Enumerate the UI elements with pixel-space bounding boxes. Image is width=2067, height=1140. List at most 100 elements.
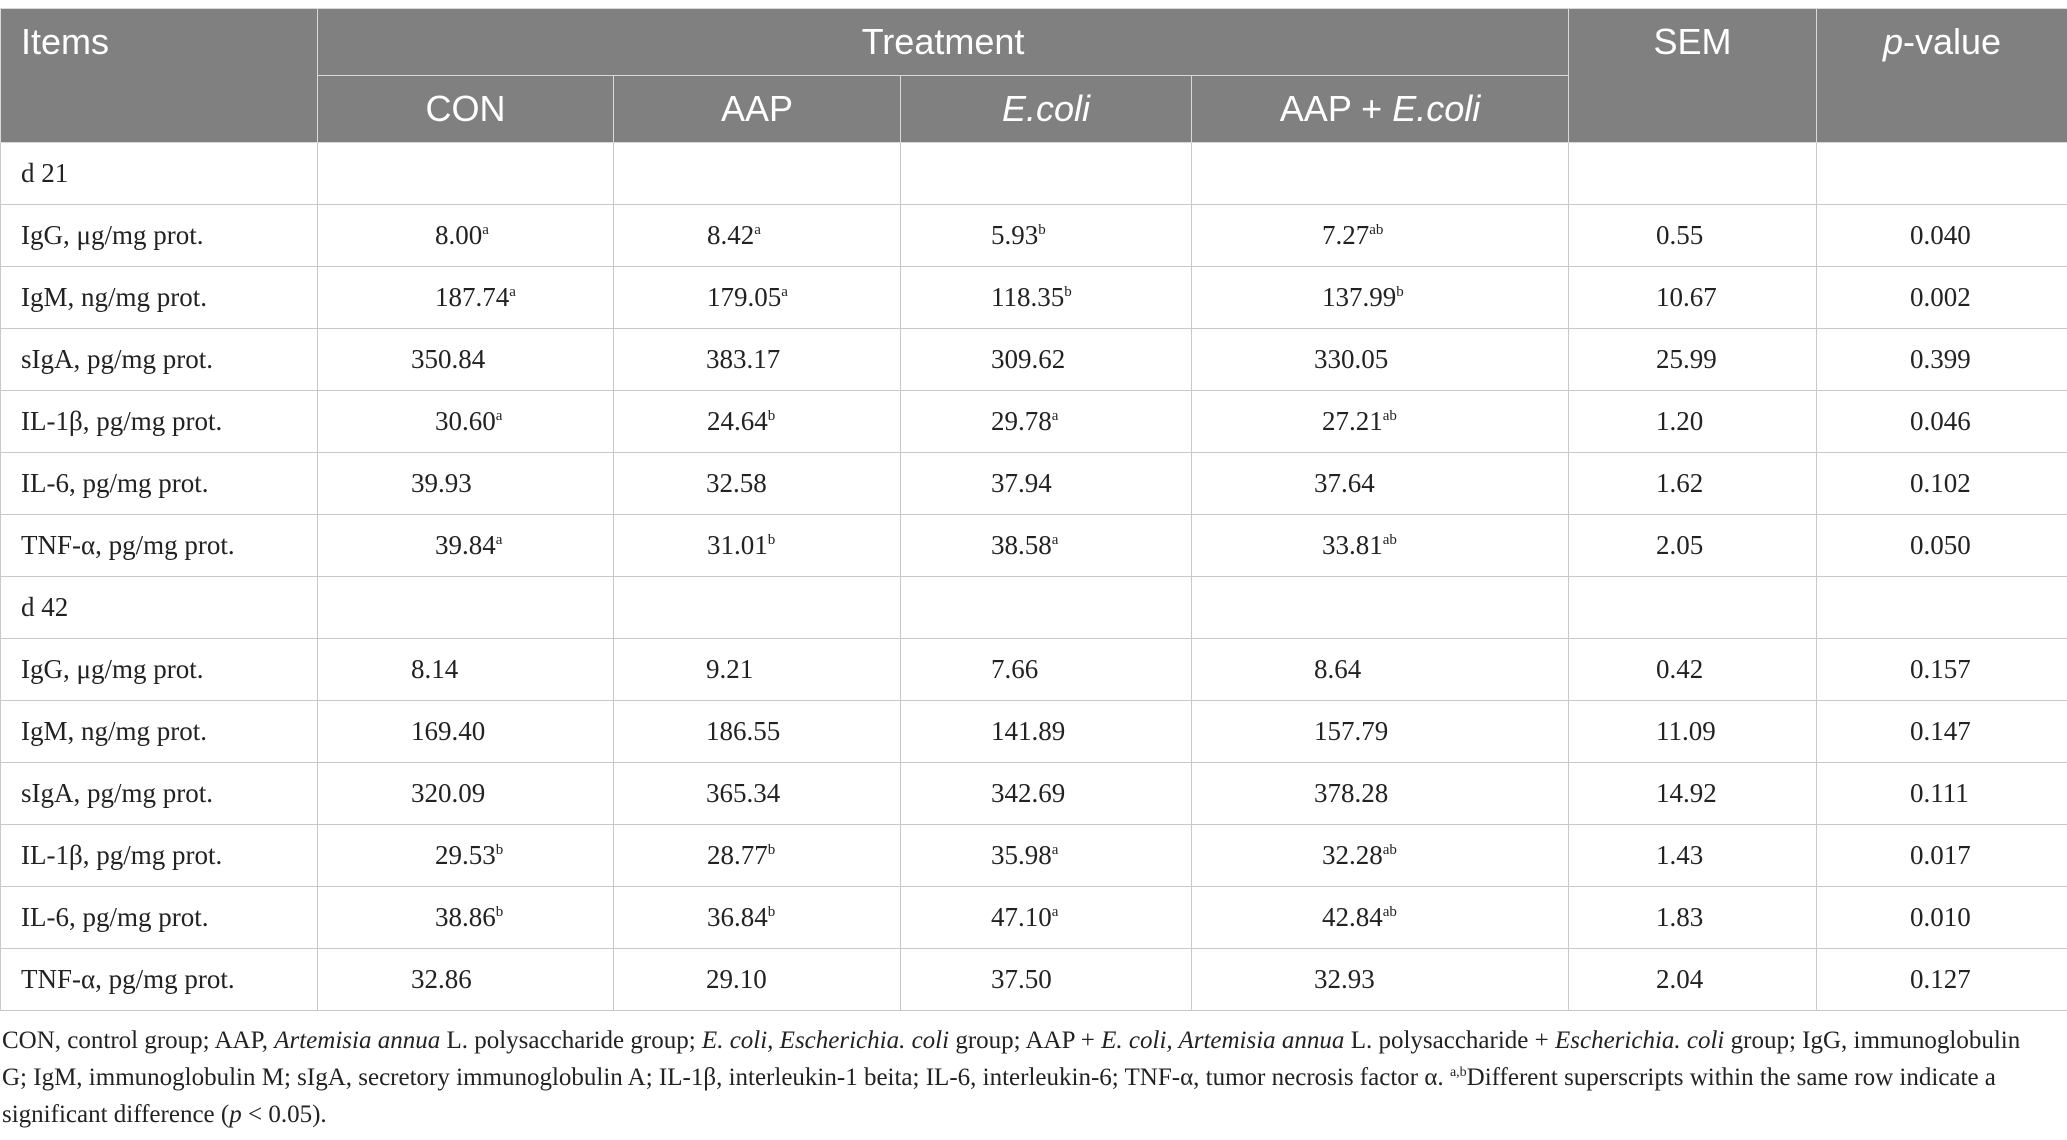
value-number: 8.42: [707, 220, 755, 250]
pvalue-cell: 0.399: [1816, 328, 2067, 391]
value-cell-aap-ecoli: 157.79: [1190, 700, 1570, 763]
item-label: IL-1β, pg/mg prot.: [0, 824, 318, 887]
pvalue-cell: 0.010: [1816, 886, 2067, 949]
table-row: sIgA, pg/mg prot. 320.09 365.34 342.69 378.2…: [0, 762, 2067, 825]
item-label: TNF-α, pg/mg prot.: [0, 948, 318, 1011]
value-cell-ecoli: 38.58a: [900, 514, 1192, 577]
sem-cell-value: 1.83: [1656, 902, 1704, 932]
value-wrap: 32.93: [1314, 964, 1375, 995]
value-cell-con: 8.14: [317, 638, 614, 701]
significance-superscript: b: [767, 842, 776, 858]
significance-superscript: b: [767, 904, 776, 920]
pvalue-cell: 0.147: [1816, 700, 2067, 763]
pvalue-cell: 0.046: [1816, 390, 2067, 453]
significance-superscript: a: [781, 284, 788, 300]
value-number: 8.14: [411, 654, 459, 684]
empty-cell: [1816, 576, 2067, 639]
value-wrap: 378.28: [1314, 778, 1388, 809]
header-group-con: CON: [317, 75, 614, 143]
value-cell-aap: 31.01b: [613, 514, 901, 577]
empty-cell: [613, 576, 901, 639]
header-group-aap-ecoli-prefix: AAP +: [1279, 88, 1393, 129]
pvalue-cell: 0.157: [1816, 638, 2067, 701]
value-cell-aap: 8.42a: [613, 204, 901, 267]
value-wrap: 27.21ab: [1322, 406, 1397, 437]
empty-cell: [1568, 142, 1818, 205]
footnote-text: L. polysaccharide +: [1344, 1027, 1555, 1054]
sem-cell: 1.62: [1568, 452, 1818, 515]
value-number: 32.28: [1322, 840, 1383, 870]
sem-cell: 0.55: [1568, 204, 1818, 267]
value-wrap: 31.01b: [707, 530, 775, 561]
significance-superscript: ab: [1369, 222, 1384, 238]
value-wrap: 47.10a: [991, 902, 1058, 933]
header-pvalue-italic: p: [1883, 21, 1904, 62]
value-number: 39.84: [435, 530, 496, 560]
value-cell-aap: 365.34: [613, 762, 901, 825]
pvalue-cell-value: 0.017: [1910, 840, 1971, 870]
sem-cell: 0.42: [1568, 638, 1818, 701]
pvalue-cell: 0.111: [1816, 762, 2067, 825]
results-table: Items Treatment SEM p-value CON AAP E.co…: [0, 8, 2067, 1011]
value-cell-aap-ecoli: 330.05: [1190, 328, 1570, 391]
value-cell-aap-ecoli: 137.99b: [1190, 266, 1570, 329]
footnote-text: CON, control group; AAP,: [2, 1027, 275, 1054]
value-number: 179.05: [707, 282, 782, 312]
value-number: 39.93: [411, 468, 472, 498]
item-label: IgG, μg/mg prot.: [0, 204, 318, 267]
value-cell-con: 30.60a: [317, 390, 614, 453]
table-row: IgM, ng/mg prot. 187.74a 179.05a 118.35b 137…: [0, 266, 2067, 329]
section-row: d 21: [0, 142, 2067, 205]
item-label: IgM, ng/mg prot.: [0, 700, 318, 763]
value-cell-aap: 186.55: [613, 700, 901, 763]
footnote-text: group; AAP +: [949, 1027, 1102, 1054]
empty-cell: [1190, 142, 1570, 205]
value-number: 330.05: [1314, 344, 1389, 374]
value-number: 8.00: [435, 220, 483, 250]
section-row: d 42: [0, 576, 2067, 639]
section-label: d 21: [0, 142, 318, 205]
value-number: 37.64: [1314, 468, 1375, 498]
sem-cell-value: 25.99: [1656, 344, 1717, 374]
value-cell-aap: 36.84b: [613, 886, 901, 949]
pvalue-cell-value: 0.102: [1910, 468, 1971, 498]
table-row: IL-6, pg/mg prot. 38.86b 36.84b 47.10a 42.84…: [0, 886, 2067, 949]
sem-cell-value: 14.92: [1656, 778, 1717, 808]
item-label: IL-6, pg/mg prot.: [0, 886, 318, 949]
item-label: IgM, ng/mg prot.: [0, 266, 318, 329]
value-wrap: 39.84a: [435, 530, 502, 561]
value-cell-ecoli: 47.10a: [900, 886, 1192, 949]
sem-cell-value: 1.62: [1656, 468, 1704, 498]
value-number: 32.58: [706, 468, 767, 498]
value-number: 32.93: [1314, 964, 1375, 994]
significance-superscript: a: [495, 532, 503, 548]
footnote-italic: Artemisia annua: [274, 1027, 441, 1054]
value-wrap: 179.05a: [707, 282, 788, 313]
section-label: d 42: [0, 576, 318, 639]
table-row: IgG, μg/mg prot. 8.14 9.21 7.66 8.64 0.42 0.15…: [0, 638, 2067, 701]
empty-cell: [613, 142, 901, 205]
value-cell-aap-ecoli: 27.21ab: [1190, 390, 1570, 453]
value-wrap: 186.55: [706, 716, 780, 747]
value-wrap: 29.78a: [991, 406, 1058, 437]
value-wrap: 330.05: [1314, 344, 1388, 375]
value-wrap: 29.10: [706, 964, 767, 995]
table-row: sIgA, pg/mg prot. 350.84 383.17 309.62 330.0…: [0, 328, 2067, 391]
table-body: d 21 IgG, μg/mg prot. 8.00a 8.42a 5.93b 7.27a…: [0, 142, 2067, 1011]
value-wrap: 157.79: [1314, 716, 1388, 747]
value-cell-aap-ecoli: 37.64: [1190, 452, 1570, 515]
significance-superscript: b: [1396, 284, 1404, 300]
value-wrap: 29.53b: [435, 840, 503, 871]
empty-cell: [317, 576, 614, 639]
value-wrap: 383.17: [706, 344, 780, 375]
value-number: 24.64: [707, 406, 768, 436]
value-number: 29.53: [435, 840, 496, 870]
header-group-ecoli: E.coli: [900, 75, 1192, 143]
value-number: 38.86: [435, 902, 496, 932]
value-wrap: 37.50: [991, 964, 1052, 995]
table-header: Items Treatment SEM p-value CON AAP E.co…: [0, 8, 2067, 143]
value-wrap: 38.86b: [435, 902, 503, 933]
value-number: 29.78: [991, 406, 1052, 436]
sem-cell: 2.05: [1568, 514, 1818, 577]
value-wrap: 7.27ab: [1322, 220, 1383, 251]
